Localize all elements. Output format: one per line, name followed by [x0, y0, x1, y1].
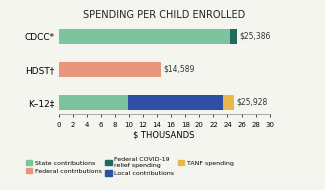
Bar: [58, 95, 128, 110]
Bar: [229, 29, 237, 44]
Text: $25,386: $25,386: [240, 32, 271, 41]
X-axis label: $ THOUSANDS: $ THOUSANDS: [134, 130, 195, 139]
Bar: [224, 95, 234, 110]
Title: SPENDING PER CHILD ENROLLED: SPENDING PER CHILD ENROLLED: [83, 10, 245, 20]
Bar: [58, 62, 161, 77]
Text: $25,928: $25,928: [236, 98, 267, 107]
Bar: [128, 95, 224, 110]
Legend: State contributions, Federal contributions, Federal COVID-19
relief spending, Lo: State contributions, Federal contributio…: [24, 155, 236, 179]
Bar: [58, 29, 229, 44]
Text: $14,589: $14,589: [163, 65, 195, 74]
